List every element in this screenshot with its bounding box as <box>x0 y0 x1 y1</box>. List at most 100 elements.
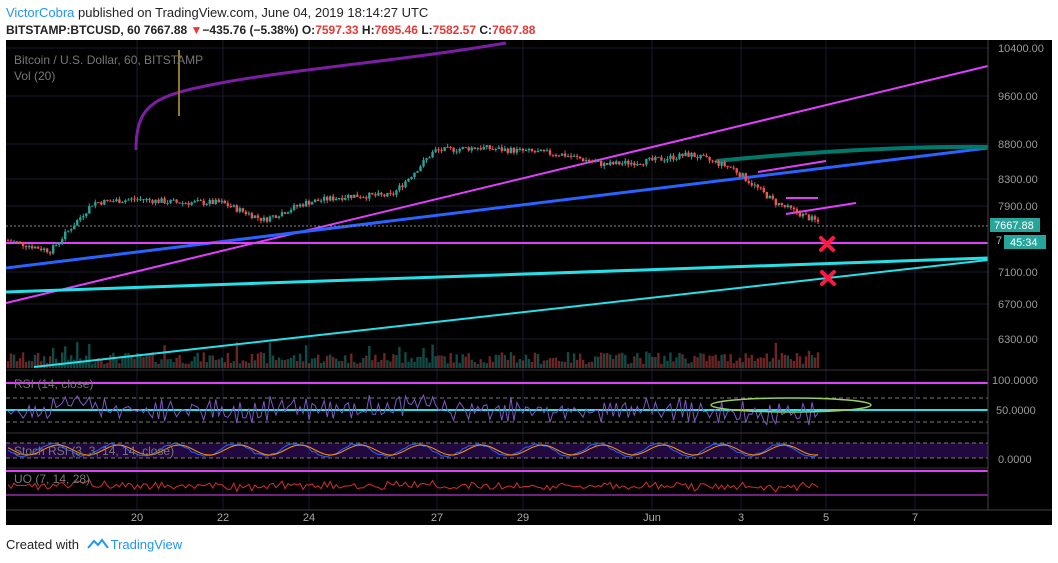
blue-trendline <box>5 146 989 270</box>
volume-bar <box>422 347 425 368</box>
volume-bar <box>88 344 91 368</box>
open-label: O: <box>301 23 316 37</box>
chart-canvas[interactable]: 10400.009600.008800.008300.007900.007100… <box>5 40 1052 525</box>
candle-body <box>181 202 184 204</box>
volume-bar <box>765 353 769 368</box>
candle-body <box>458 149 461 152</box>
volume-bar <box>726 361 729 368</box>
candle-body <box>681 153 684 157</box>
volume-bar <box>169 358 172 368</box>
volume-bar <box>214 359 217 368</box>
volume-bar <box>313 358 317 368</box>
y-tick-label: 6700.00 <box>998 299 1038 311</box>
candle-body <box>783 205 787 207</box>
change-arrow-icon: ▼ <box>190 23 203 37</box>
volume-bar <box>705 361 708 368</box>
candle-body <box>214 199 217 204</box>
candle-body <box>133 198 136 200</box>
volume-bar <box>699 353 702 368</box>
candle-body <box>515 148 519 153</box>
volume-bar <box>777 359 781 368</box>
candle-body <box>717 161 720 166</box>
stoch-label-0: 0.0000 <box>998 454 1032 466</box>
volume-bar <box>130 355 133 368</box>
volume-bar <box>301 361 305 368</box>
volume-bar <box>810 355 814 368</box>
candle-body <box>512 147 516 153</box>
candle-body <box>350 194 353 198</box>
candle-body <box>596 161 600 163</box>
volume-bar <box>142 357 145 368</box>
price-axis[interactable] <box>988 40 1052 510</box>
candle-body <box>163 198 166 204</box>
candle-body <box>332 196 335 201</box>
volume-bar <box>6 361 10 368</box>
volume-bar <box>566 352 570 368</box>
price-change: −435.76 (−5.38%) <box>202 23 299 37</box>
candle-body <box>666 158 669 161</box>
volume-bar <box>271 355 275 368</box>
volume-bar <box>485 363 488 368</box>
candle-body <box>235 205 239 212</box>
candle-body <box>488 145 491 149</box>
candle-body <box>268 216 272 222</box>
volume-bar <box>482 362 485 368</box>
candle-body <box>624 160 627 164</box>
candle-body <box>247 213 251 215</box>
volume-bar <box>738 357 741 368</box>
candle-body <box>310 202 314 205</box>
volume-bar <box>253 360 257 368</box>
volume-bar <box>660 363 663 368</box>
candle-body <box>648 157 651 159</box>
cyan-trendline-upper <box>5 256 989 294</box>
price-badge: 7667.88 7 45:34 <box>990 218 1046 249</box>
candle-body <box>6 240 10 242</box>
volume-bar <box>732 363 735 368</box>
target-x-mark-1 <box>819 236 835 252</box>
volume-bar <box>410 358 413 368</box>
volume-bar <box>172 362 175 368</box>
volume-bar <box>798 356 802 368</box>
volume-bar <box>618 353 621 368</box>
volume-bar <box>672 361 675 368</box>
volume-bar <box>36 352 40 368</box>
volume-bar <box>464 356 467 368</box>
x-tick-label: 22 <box>217 512 229 524</box>
volume-bar <box>675 357 678 368</box>
candle-body <box>470 147 473 151</box>
volume-bar <box>479 359 482 368</box>
volume-bar <box>645 351 648 368</box>
volume-bar <box>786 355 790 368</box>
volume-bar <box>274 360 278 368</box>
volume-bar <box>593 356 597 368</box>
candle-body <box>503 148 507 151</box>
volume-bar <box>425 357 428 368</box>
candle-body <box>259 217 263 221</box>
volume-bar <box>434 356 437 368</box>
candle-body <box>642 164 645 166</box>
candle-body <box>292 205 296 210</box>
time-axis[interactable] <box>6 510 1052 525</box>
candle-body <box>250 213 254 219</box>
candle-body <box>476 148 479 150</box>
candle-body <box>148 199 151 201</box>
candle-body <box>678 153 681 159</box>
tradingview-brand-link[interactable]: TradingView <box>110 537 183 552</box>
volume-bar <box>648 353 651 368</box>
volume-bar <box>554 357 558 368</box>
candle-body <box>166 202 169 204</box>
rsi-legend: RSI (14, close) <box>14 377 93 391</box>
candle-body <box>280 212 284 217</box>
chart-frame[interactable]: 10400.00 9600.00 8800.00 8300.00 7900.00 7100… <box>5 40 1052 525</box>
author-link[interactable]: VictorCobra <box>6 5 75 20</box>
candle-body <box>57 242 61 245</box>
candle-body <box>813 216 817 220</box>
candle-body <box>295 205 299 207</box>
volume-bar <box>581 360 585 368</box>
candle-body <box>449 146 452 148</box>
volume-bar <box>395 354 398 368</box>
candle-body <box>223 200 227 204</box>
y-tick-label: 10400.00 <box>998 43 1044 55</box>
candle-body <box>109 200 112 202</box>
candle-body <box>578 156 582 159</box>
